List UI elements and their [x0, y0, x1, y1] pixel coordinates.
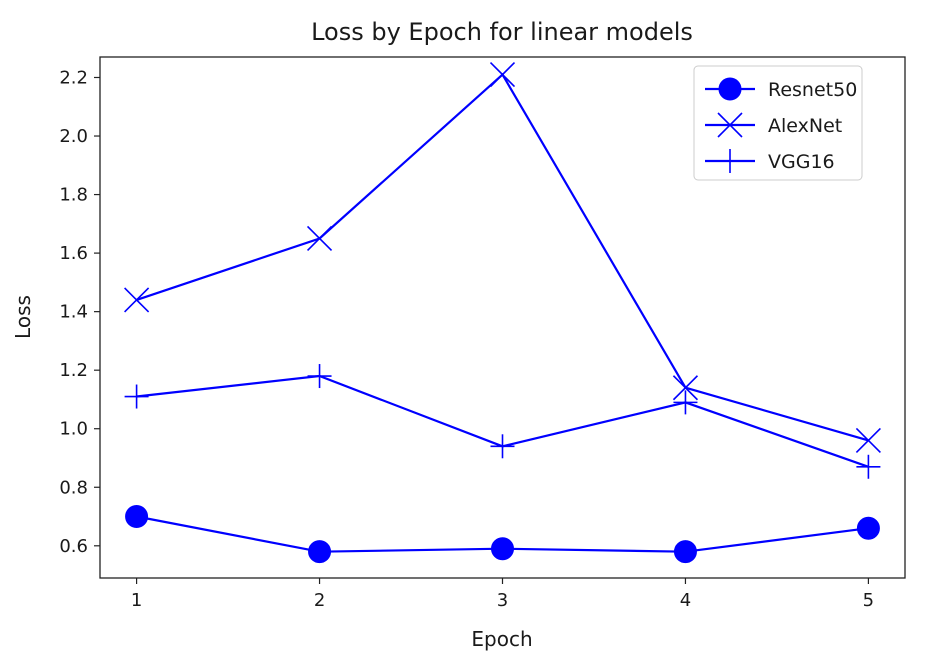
- legend-label: VGG16: [768, 151, 835, 173]
- data-point-vgg16: [673, 390, 698, 415]
- y-tick-label: 1.4: [59, 302, 88, 323]
- data-point-resnet50: [673, 540, 697, 564]
- data-point-alexnet: [306, 225, 333, 252]
- data-point-alexnet: [489, 61, 516, 88]
- data-point-alexnet: [124, 287, 150, 313]
- y-axis-ticks: 0.6 0.8 1.0 1.2 1.4 1.6 1.8 2.0 2.2: [59, 67, 100, 557]
- data-point-resnet50: [308, 540, 332, 564]
- data-point-vgg16: [856, 454, 881, 479]
- series-layer: [124, 61, 881, 564]
- legend-label: AlexNet: [768, 115, 842, 137]
- legend-marker: [717, 112, 743, 138]
- y-tick-label: 0.8: [59, 477, 88, 498]
- data-point-resnet50: [491, 537, 514, 561]
- y-tick-label: 2.2: [59, 67, 88, 88]
- data-point-alexnet: [672, 375, 699, 401]
- legend: Resnet50 AlexNet VGG16: [693, 65, 863, 181]
- series-vgg16: [124, 364, 881, 479]
- x-axis-ticks: 1 2 3 4 5: [131, 578, 874, 611]
- data-point-vgg16: [307, 364, 332, 389]
- data-point-resnet50: [856, 516, 880, 540]
- legend-marker: [718, 77, 742, 101]
- x-tick-label: 1: [131, 590, 142, 611]
- x-tick-label: 3: [497, 590, 508, 611]
- legend-label: Resnet50: [768, 79, 857, 101]
- y-tick-label: 2.0: [59, 126, 88, 147]
- y-tick-label: 1.0: [59, 419, 88, 440]
- y-tick-label: 1.6: [59, 243, 88, 264]
- series-resnet50: [125, 505, 880, 564]
- data-point-resnet50: [125, 505, 149, 529]
- y-tick-label: 1.8: [59, 185, 88, 206]
- y-tick-label: 1.2: [59, 360, 88, 381]
- legend-item-alexnet: AlexNet: [705, 112, 842, 138]
- data-point-alexnet: [855, 427, 881, 453]
- chart-title: Loss by Epoch for linear models: [311, 18, 693, 46]
- y-axis-label: Loss: [11, 295, 35, 339]
- legend-marker: [718, 149, 742, 173]
- data-point-vgg16: [124, 384, 149, 409]
- y-tick-label: 0.6: [59, 536, 88, 557]
- legend-item-resnet50: Resnet50: [705, 77, 857, 101]
- x-axis-label: Epoch: [471, 627, 532, 651]
- series-alexnet: [124, 61, 881, 453]
- data-point-vgg16: [490, 434, 515, 459]
- x-tick-label: 4: [680, 590, 691, 611]
- x-tick-label: 5: [863, 590, 874, 611]
- x-tick-label: 2: [314, 590, 325, 611]
- legend-item-vgg16: VGG16: [705, 149, 835, 173]
